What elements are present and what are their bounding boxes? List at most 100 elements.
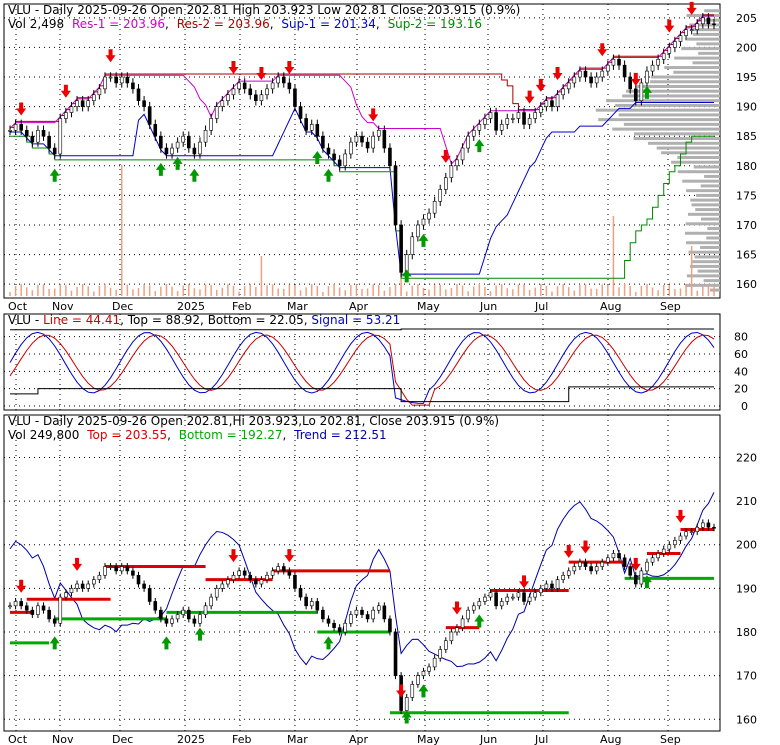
candle-body (617, 553, 621, 559)
candle-body (555, 94, 560, 107)
candle-body (248, 88, 253, 96)
trend-line (9, 492, 715, 668)
profile-bar (686, 37, 720, 41)
sell-arrow (228, 549, 239, 563)
profile-bar (692, 61, 720, 65)
candle-body (304, 596, 308, 607)
profile-bar (656, 146, 720, 150)
candle-body (315, 124, 320, 137)
x-tick-label: Aug (600, 300, 621, 313)
x-tick-label: 2025 (177, 300, 205, 313)
candle-body (382, 605, 387, 620)
y-tick-label: 40 (734, 365, 748, 378)
y-tick-label: 80 (734, 331, 748, 344)
candle-body (656, 553, 660, 559)
x-tick-label: May (417, 733, 440, 745)
candle-body (427, 666, 431, 672)
candle-body (466, 135, 470, 149)
candle-body (203, 129, 208, 143)
candle-body (276, 76, 280, 84)
candle-body (522, 592, 526, 602)
candle-body (712, 23, 716, 26)
x-tick-label: Jun (479, 733, 497, 745)
profile-bar (703, 279, 720, 283)
volume-bars (9, 164, 715, 296)
candle-body (538, 588, 543, 594)
x-tick-label: Nov (52, 733, 74, 745)
candle-body (192, 618, 197, 624)
candle-body (147, 588, 152, 602)
candle-body (287, 82, 292, 90)
candle-body (265, 88, 269, 96)
candle-body (304, 118, 308, 131)
y-tick-label: 185 (736, 130, 757, 143)
candle-body (639, 82, 644, 101)
y-tick-label: 180 (736, 160, 757, 173)
candle-body (36, 129, 40, 143)
candle-body (427, 212, 431, 220)
candle-body (477, 601, 482, 607)
profile-bar (688, 250, 720, 254)
profile-bar (633, 137, 720, 141)
candle-body (706, 17, 711, 25)
profile-bar (618, 113, 720, 117)
candle-body (52, 618, 57, 624)
candle-body (404, 697, 409, 711)
candle-body (270, 570, 275, 576)
y-tick-label: 20 (734, 383, 748, 396)
candle-body (360, 609, 364, 615)
candle-body (108, 566, 113, 568)
profile-bar (685, 241, 720, 245)
candle-body (421, 218, 426, 226)
candle-body (455, 627, 459, 633)
candle-body (293, 574, 297, 589)
sell-arrow (630, 72, 641, 86)
buy-arrow (189, 168, 200, 182)
candle-body (214, 106, 219, 119)
sell-arrow (675, 509, 686, 523)
x-tick-label: Mar (287, 300, 308, 313)
candle-body (108, 76, 113, 79)
sell-arrow (396, 684, 407, 698)
x-tick-label: Jul (534, 733, 548, 745)
top-bound (10, 328, 714, 331)
candle-body (114, 566, 118, 572)
candle-body (354, 135, 359, 143)
candle-body (606, 557, 610, 563)
candle-body (136, 88, 141, 101)
sell-arrow (524, 90, 535, 104)
candle-body (471, 129, 476, 137)
profile-bar (706, 236, 720, 240)
profile-bar (661, 151, 720, 155)
candle-body (661, 53, 666, 60)
candle-body (527, 596, 532, 602)
y-tick-label: 220 (736, 451, 757, 464)
trend-signal-arrows (16, 509, 686, 724)
candle-body (259, 94, 264, 101)
profile-bar (700, 217, 720, 221)
candle-body (438, 189, 443, 202)
candle-body (321, 135, 325, 149)
candle-body (114, 76, 118, 84)
x-tick-label: Feb (232, 733, 251, 745)
profile-bar (686, 274, 720, 278)
profile-bar (681, 47, 720, 51)
y-tick-label: 160 (736, 713, 757, 726)
candle-body (231, 88, 236, 96)
candle-body (75, 100, 79, 107)
candle-body (175, 141, 180, 149)
candle-body (622, 557, 627, 567)
profile-bar (626, 89, 720, 93)
candle-body (522, 112, 526, 125)
candle-body (13, 124, 18, 131)
y-tick-label: 190 (736, 582, 757, 595)
buy-arrow (418, 684, 429, 698)
candle-body (589, 76, 593, 84)
sell-arrow (552, 66, 563, 80)
y-tick-label: 200 (736, 41, 757, 54)
buy-arrow (323, 168, 334, 182)
candle-body (438, 649, 443, 659)
candle-body (13, 601, 18, 607)
candle-body (69, 588, 74, 594)
y-tick-label: 165 (736, 249, 757, 262)
